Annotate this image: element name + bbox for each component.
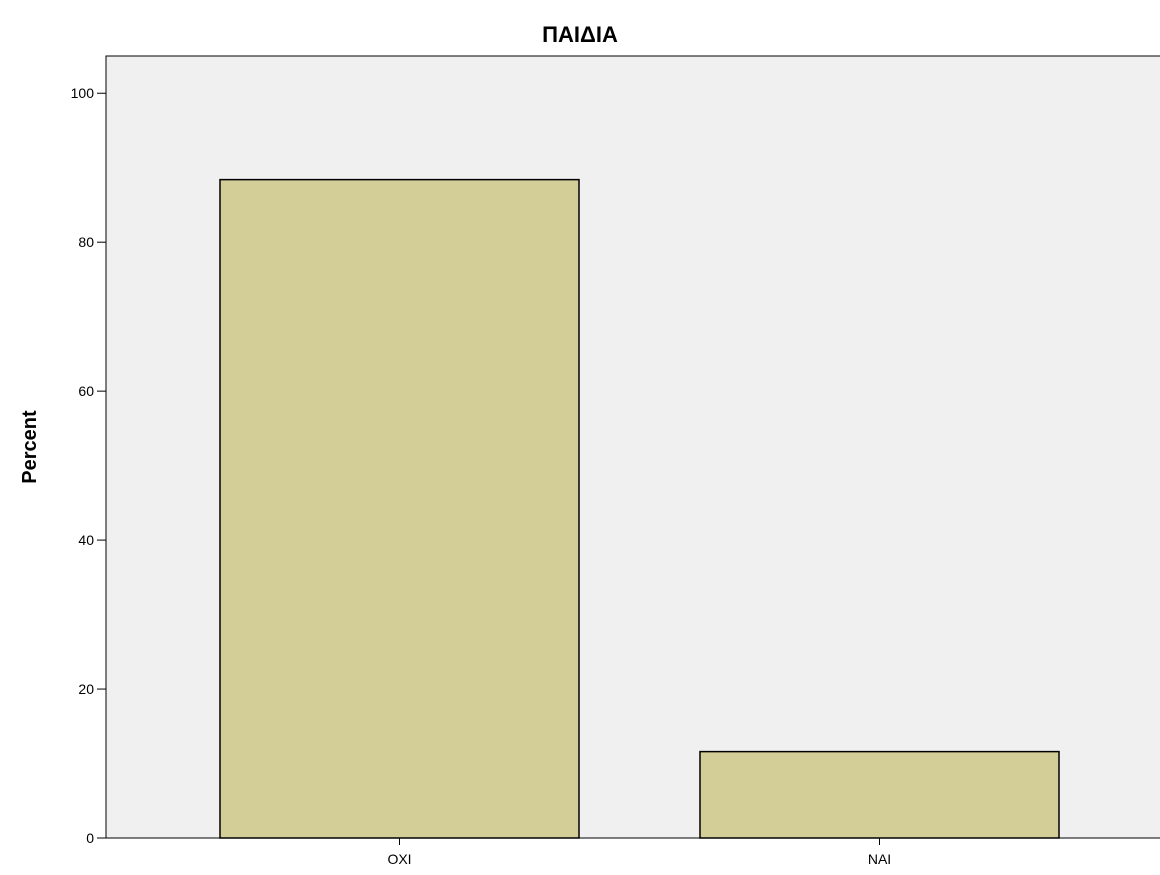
y-tick-label: 80 [78,234,94,250]
y-axis: 0 20 40 60 80 100 [71,85,106,846]
bar-oxi [219,178,580,839]
bar-nai [699,750,1060,839]
y-tick-label: 40 [78,532,94,548]
x-category-label: NAI [868,851,891,867]
y-tick-label: 20 [78,681,94,697]
y-tick-label: 60 [78,383,94,399]
x-axis: OXI NAI [387,838,891,867]
x-category-label: OXI [387,851,411,867]
y-tick-label: 100 [71,85,95,101]
y-axis-label: Percent [19,410,41,484]
chart-title: ΠΑΙΔΙΑ [542,22,618,47]
bars [219,178,1060,839]
y-tick-label: 0 [86,830,94,846]
